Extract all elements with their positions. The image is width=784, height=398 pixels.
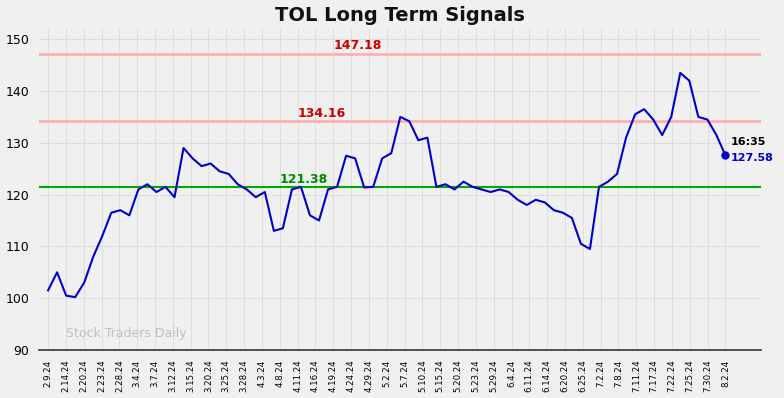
Title: TOL Long Term Signals: TOL Long Term Signals bbox=[275, 6, 525, 25]
Text: 147.18: 147.18 bbox=[333, 39, 382, 52]
Text: 16:35: 16:35 bbox=[731, 137, 766, 147]
Text: 121.38: 121.38 bbox=[280, 173, 328, 186]
Text: 127.58: 127.58 bbox=[731, 153, 774, 163]
Text: Stock Traders Daily: Stock Traders Daily bbox=[66, 327, 187, 339]
Text: 134.16: 134.16 bbox=[298, 107, 346, 120]
